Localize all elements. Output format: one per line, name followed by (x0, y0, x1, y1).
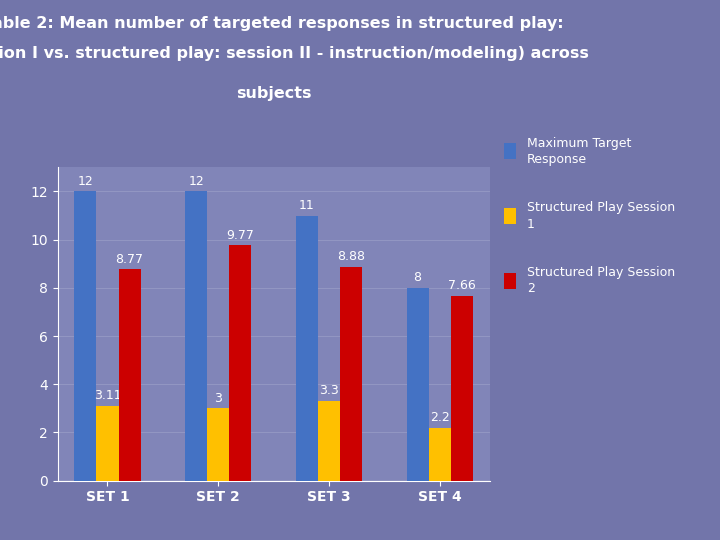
Text: 11: 11 (299, 199, 315, 212)
Text: 3.11: 3.11 (94, 389, 121, 402)
Bar (428, 428, 451, 481)
Text: 3.3: 3.3 (319, 384, 339, 397)
Text: Maximum Target
Response: Maximum Target Response (526, 137, 631, 166)
Text: 12: 12 (188, 175, 204, 188)
Text: 2.2: 2.2 (430, 411, 449, 424)
Text: subjects: subjects (236, 86, 311, 102)
Bar (340, 267, 362, 481)
Text: 8.77: 8.77 (116, 253, 143, 266)
Text: Table 2: Mean number of targeted responses in structured play:: Table 2: Mean number of targeted respons… (0, 16, 564, 31)
Bar (207, 408, 229, 481)
Bar (229, 245, 251, 481)
Bar (96, 406, 119, 481)
Bar (74, 192, 96, 481)
Bar (119, 269, 140, 481)
Text: 8.88: 8.88 (337, 250, 365, 263)
Text: 12: 12 (78, 175, 93, 188)
Bar (185, 192, 207, 481)
Text: Structured Play Session
2: Structured Play Session 2 (526, 266, 675, 295)
Bar (318, 401, 340, 481)
Bar (296, 215, 318, 481)
Text: session I vs. structured play: session II - instruction/modeling) across: session I vs. structured play: session I… (0, 46, 588, 61)
Text: 7.66: 7.66 (448, 279, 476, 293)
Text: 9.77: 9.77 (226, 228, 254, 241)
Text: Structured Play Session
1: Structured Play Session 1 (526, 201, 675, 231)
Bar (407, 288, 428, 481)
Bar (451, 296, 473, 481)
Text: 3: 3 (215, 392, 222, 404)
Text: 8: 8 (413, 271, 422, 284)
